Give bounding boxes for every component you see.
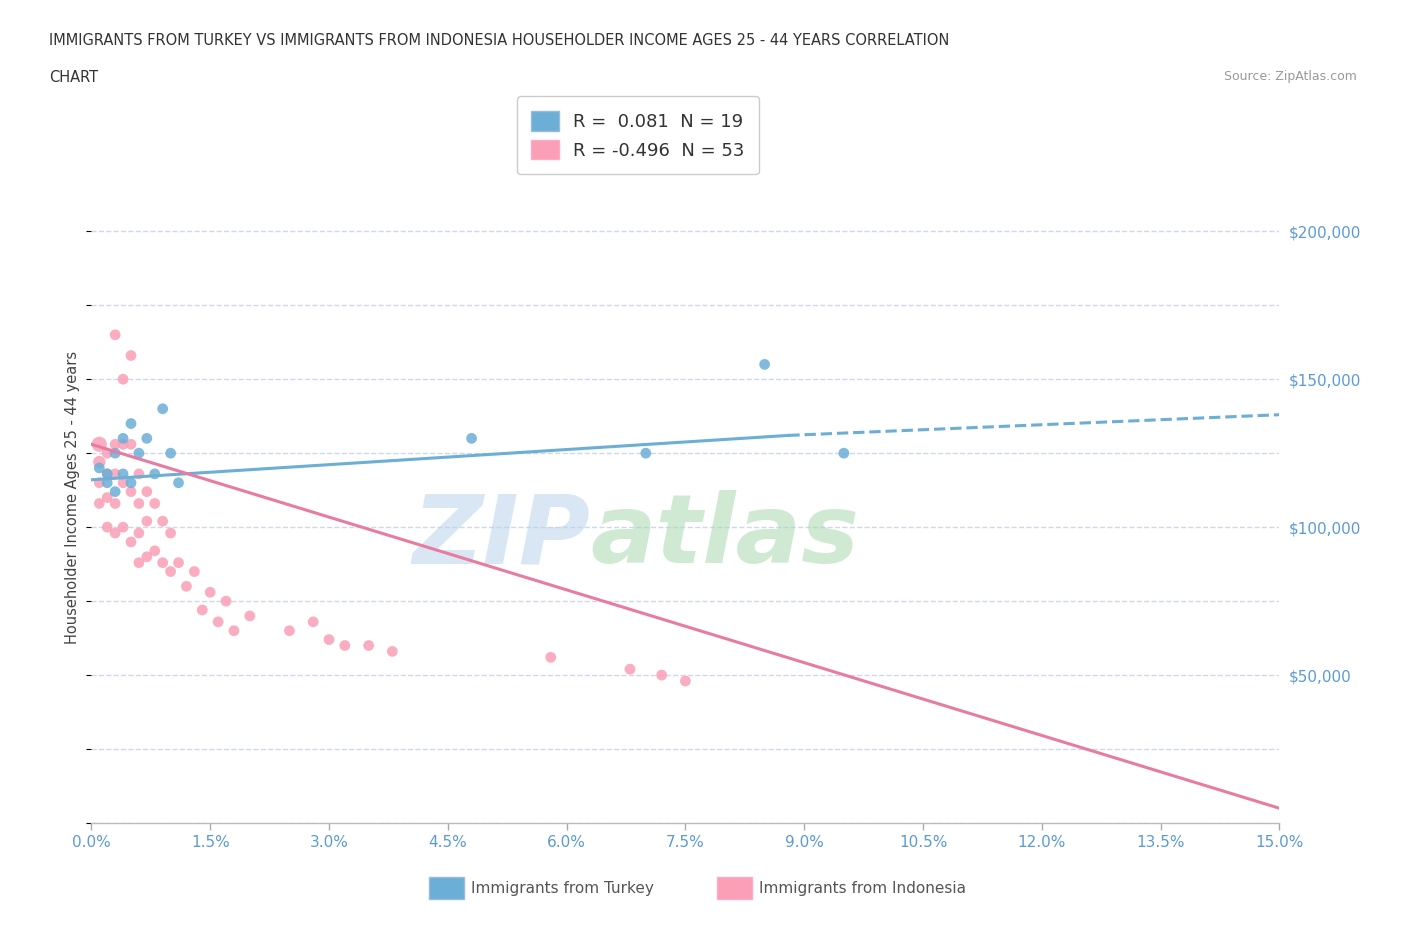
Point bbox=[302, 615, 325, 630]
Text: Immigrants from Indonesia: Immigrants from Indonesia bbox=[759, 881, 966, 896]
Point bbox=[135, 485, 157, 499]
Point bbox=[143, 543, 166, 558]
Point bbox=[112, 467, 135, 482]
Point bbox=[112, 372, 135, 387]
Point bbox=[143, 496, 166, 511]
Legend: R =  0.081  N = 19, R = -0.496  N = 53: R = 0.081 N = 19, R = -0.496 N = 53 bbox=[517, 97, 759, 174]
Point bbox=[96, 520, 118, 535]
Point bbox=[167, 555, 190, 570]
Point bbox=[318, 632, 340, 647]
Point bbox=[89, 475, 111, 490]
Point bbox=[96, 467, 118, 482]
Point bbox=[159, 565, 181, 579]
Point bbox=[120, 475, 142, 490]
Text: Immigrants from Turkey: Immigrants from Turkey bbox=[471, 881, 654, 896]
Point bbox=[104, 437, 127, 452]
Point bbox=[159, 445, 181, 460]
Point bbox=[128, 496, 150, 511]
Point bbox=[135, 431, 157, 445]
Point bbox=[278, 623, 301, 638]
Point bbox=[89, 460, 111, 475]
Point bbox=[200, 585, 222, 600]
Point bbox=[357, 638, 380, 653]
Point bbox=[89, 496, 111, 511]
Point bbox=[135, 550, 157, 565]
Point bbox=[176, 578, 198, 593]
Point bbox=[112, 475, 135, 490]
Point bbox=[152, 402, 174, 417]
Text: IMMIGRANTS FROM TURKEY VS IMMIGRANTS FROM INDONESIA HOUSEHOLDER INCOME AGES 25 -: IMMIGRANTS FROM TURKEY VS IMMIGRANTS FRO… bbox=[49, 33, 949, 47]
Text: CHART: CHART bbox=[49, 70, 98, 85]
Point bbox=[634, 445, 657, 460]
Point bbox=[120, 485, 142, 499]
Point bbox=[183, 565, 205, 579]
Point bbox=[381, 644, 404, 658]
Point bbox=[104, 525, 127, 540]
Point bbox=[222, 623, 245, 638]
Point bbox=[104, 496, 127, 511]
Point bbox=[104, 467, 127, 482]
Point bbox=[619, 662, 641, 677]
Point bbox=[215, 593, 238, 608]
Point bbox=[128, 555, 150, 570]
Text: Source: ZipAtlas.com: Source: ZipAtlas.com bbox=[1223, 70, 1357, 83]
Point bbox=[96, 445, 118, 460]
Point bbox=[112, 437, 135, 452]
Point bbox=[333, 638, 356, 653]
Point bbox=[89, 437, 111, 452]
Point bbox=[152, 513, 174, 528]
Point bbox=[96, 490, 118, 505]
Point bbox=[754, 357, 776, 372]
Point bbox=[152, 555, 174, 570]
Point bbox=[120, 416, 142, 431]
Point bbox=[167, 475, 190, 490]
Point bbox=[112, 431, 135, 445]
Y-axis label: Householder Income Ages 25 - 44 years: Householder Income Ages 25 - 44 years bbox=[65, 351, 80, 644]
Point bbox=[135, 513, 157, 528]
Point bbox=[104, 445, 127, 460]
Point bbox=[104, 327, 127, 342]
Point bbox=[120, 535, 142, 550]
Text: atlas: atlas bbox=[591, 490, 859, 583]
Text: ZIP: ZIP bbox=[412, 490, 591, 583]
Point bbox=[832, 445, 855, 460]
Point bbox=[143, 467, 166, 482]
Point bbox=[207, 615, 229, 630]
Point bbox=[460, 431, 482, 445]
Point bbox=[128, 525, 150, 540]
Point bbox=[159, 525, 181, 540]
Point bbox=[191, 603, 214, 618]
Point bbox=[673, 673, 696, 688]
Point bbox=[239, 608, 262, 623]
Point bbox=[128, 467, 150, 482]
Point bbox=[96, 467, 118, 482]
Point bbox=[128, 445, 150, 460]
Point bbox=[89, 455, 111, 470]
Point bbox=[120, 348, 142, 363]
Point bbox=[651, 668, 673, 683]
Point bbox=[112, 520, 135, 535]
Point bbox=[120, 437, 142, 452]
Point bbox=[96, 475, 118, 490]
Point bbox=[104, 485, 127, 499]
Point bbox=[540, 650, 562, 665]
